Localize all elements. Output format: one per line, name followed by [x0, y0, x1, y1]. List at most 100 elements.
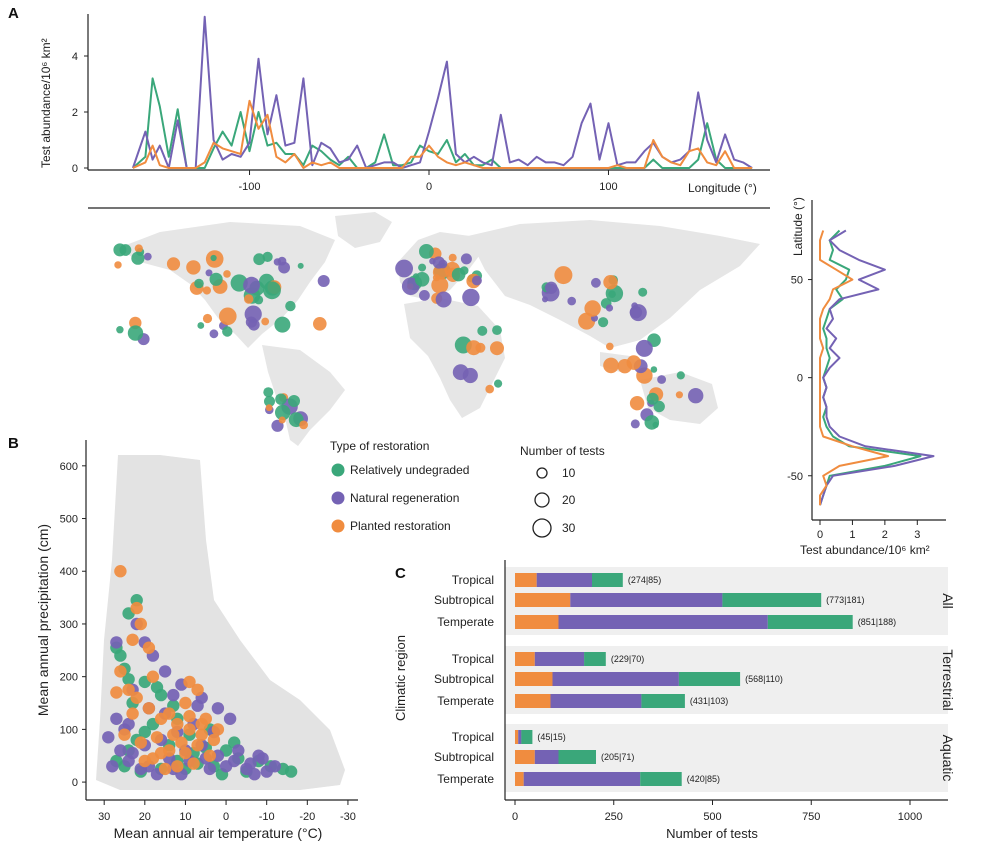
bar-row-label: Temperate — [437, 694, 494, 708]
bar-segment-natural — [558, 615, 768, 629]
bar-segment-undegraded — [558, 750, 596, 764]
scatter-point-undegraded — [114, 649, 127, 662]
scatter-point-natural — [260, 765, 273, 778]
map-site-natural — [209, 329, 219, 339]
bar-segment-undegraded — [722, 593, 822, 607]
map-site-undegraded — [127, 325, 144, 341]
bar-segment-undegraded — [584, 652, 606, 666]
longitude-line-undegraded — [132, 77, 753, 169]
scatter-x-tick-label: 30 — [98, 811, 110, 823]
bar-row-annotation: (773|181) — [826, 595, 864, 605]
longitude-y-tick-label: 0 — [72, 163, 78, 175]
map-site-planted — [432, 274, 441, 282]
map-site-undegraded — [253, 253, 266, 266]
scatter-point-planted — [203, 749, 216, 762]
map-site-undegraded — [650, 366, 658, 373]
bar-segment-natural — [550, 694, 642, 708]
map-site-undegraded — [653, 400, 665, 413]
map-site-natural — [435, 291, 452, 308]
scatter-point-natural — [122, 717, 135, 731]
south-america-shape — [262, 345, 345, 446]
map-site-natural — [460, 253, 472, 265]
bar-segment-planted — [515, 593, 571, 607]
scatter-point-planted — [154, 746, 168, 760]
map-site-undegraded — [459, 266, 469, 275]
latitude-y-tick-label: 50 — [791, 275, 803, 287]
bar-x-tick-label: 1000 — [898, 811, 922, 823]
map-site-undegraded — [285, 300, 296, 312]
bar-segment-planted — [515, 672, 553, 686]
scatter-point-planted — [158, 762, 172, 776]
scatter-point-planted — [138, 754, 151, 768]
scatter-point-natural — [219, 760, 233, 773]
latitude-series-lines — [819, 229, 935, 506]
map-site-natural — [395, 259, 413, 278]
bar-row-annotation: (45|15) — [537, 732, 565, 742]
scatter-point-natural — [252, 749, 265, 762]
scatter-point-planted — [171, 717, 184, 731]
scatter-point-planted — [191, 683, 204, 696]
map-site-natural — [419, 290, 430, 301]
bar-segment-natural — [570, 593, 723, 607]
scatter-point-planted — [154, 712, 168, 725]
scatter-point-planted — [130, 601, 143, 615]
bar-row-annotation: (431|103) — [690, 696, 728, 706]
scatter-point-planted — [122, 683, 135, 696]
map-site-planted — [617, 359, 632, 374]
latitude-x-tick-label: 1 — [849, 529, 855, 541]
scatter-point-natural — [102, 731, 115, 744]
panel-label-c: C — [395, 565, 406, 582]
bar-rows: Tropical (274|85) Subtropical (773|181) Temp… — [434, 573, 896, 786]
longitude-y-ticks: 0 2 4 — [72, 51, 88, 175]
longitude-profile-chart: 0 2 4 -100 0 100 Longitude (°) Test abundanc… — [39, 14, 770, 195]
legend-planted-label: Planted restoration — [350, 519, 451, 533]
bar-x-tick-label: 750 — [802, 811, 820, 823]
map-site-natural — [438, 259, 448, 269]
map-site-planted — [299, 420, 308, 430]
map-site-planted — [603, 275, 618, 290]
longitude-x-ticks: -100 0 100 — [239, 170, 618, 193]
map-site-undegraded — [197, 322, 205, 329]
scatter-point-planted — [171, 760, 184, 773]
bar-row-annotation: (229|70) — [611, 654, 644, 664]
bar-row-label: Tropical — [452, 652, 494, 666]
map-site-natural — [278, 261, 290, 274]
map-site-undegraded — [414, 272, 430, 287]
continents — [118, 212, 760, 446]
scatter-x-tick-label: -20 — [299, 811, 315, 823]
scatter-point-planted — [183, 723, 196, 736]
africa-shape — [404, 298, 505, 418]
scatter-point-undegraded — [122, 673, 135, 686]
bar-segment-planted — [515, 750, 535, 764]
bar-segment-undegraded — [767, 615, 853, 629]
scatter-point-planted — [114, 665, 127, 678]
map-site-planted — [261, 317, 270, 326]
scatter-point-natural — [122, 754, 135, 768]
scatter-point-planted — [183, 675, 196, 689]
scatter-point-planted — [175, 736, 188, 749]
bar-segment-planted — [515, 730, 519, 744]
greenland-shape — [335, 212, 392, 248]
map-site-undegraded — [210, 254, 217, 262]
bar-segment-undegraded — [592, 573, 623, 587]
map-site-undegraded — [209, 272, 223, 286]
map-site-undegraded — [113, 243, 127, 257]
scatter-y-tick-label: 500 — [60, 514, 78, 526]
scatter-x-axis-label: Mean annual air temperature (°C) — [114, 825, 323, 841]
bar-row-annotation: (851|188) — [858, 617, 896, 627]
map-site-planted — [485, 384, 495, 394]
map-site-planted — [313, 317, 327, 331]
bar-row-annotation: (420|85) — [687, 774, 720, 784]
latitude-y-tick-label: -50 — [787, 471, 803, 483]
map-site-natural — [567, 296, 576, 306]
scatter-point-undegraded — [284, 765, 298, 778]
map-site-planted — [466, 340, 482, 356]
map-site-planted — [675, 391, 684, 399]
scatter-x-tick-label: 0 — [223, 811, 229, 823]
map-site-planted — [202, 313, 213, 324]
scatter-background-cloud — [96, 455, 345, 790]
bar-row-annotation: (274|85) — [628, 575, 661, 585]
bar-row-label: Tropical — [452, 730, 494, 744]
latitude-x-axis-label: Test abundance/10⁶ km² — [800, 543, 930, 557]
